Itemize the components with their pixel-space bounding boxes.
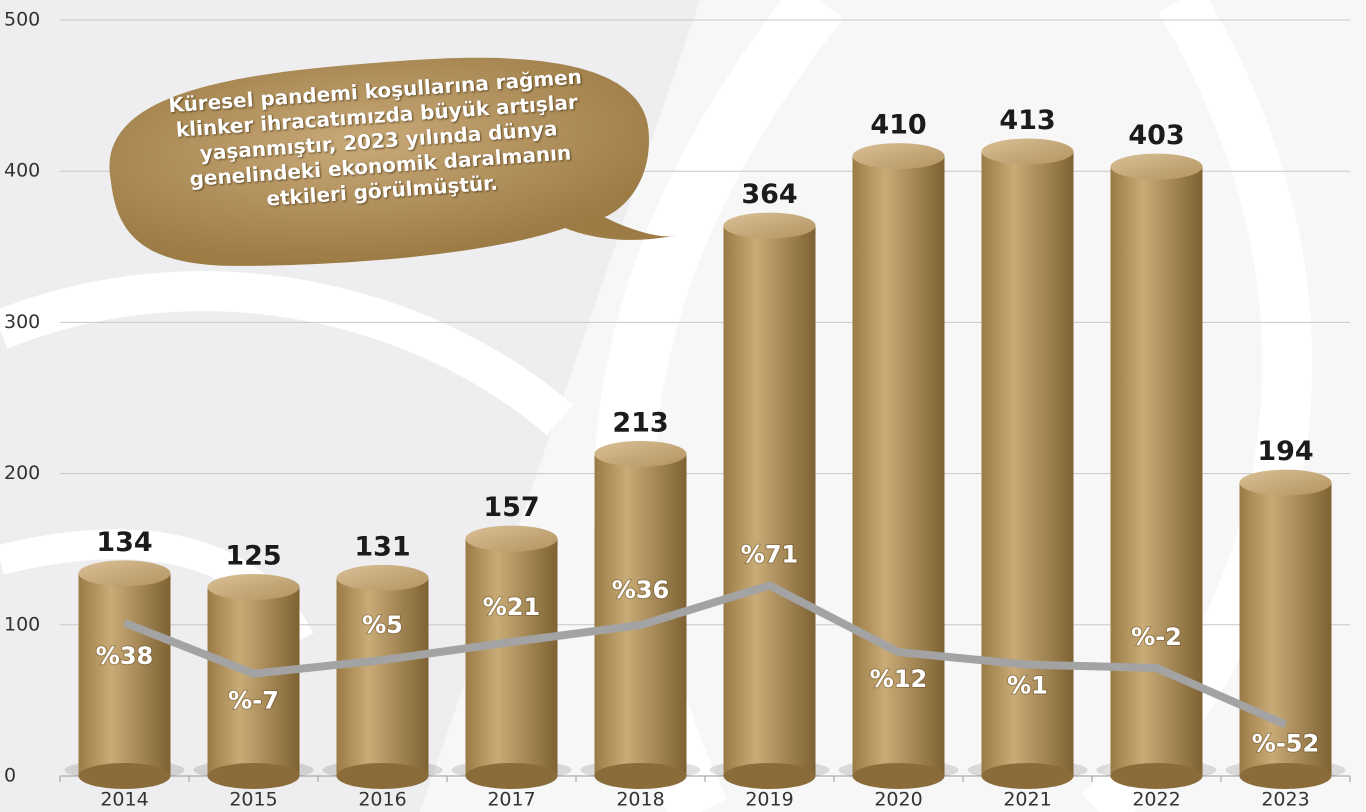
y-tick-label: 200 [4,462,40,484]
y-tick-label: 0 [4,765,16,787]
callout-box: Küresel pandemi koşullarına rağmen klink… [168,64,583,210]
bar-cap [981,138,1074,165]
x-tick-label: 2023 [1261,789,1309,811]
value-label: 134 [96,527,152,558]
value-label: 194 [1257,436,1313,467]
x-tick-label: 2022 [1132,789,1180,811]
value-label: 157 [483,492,539,523]
bar [336,577,429,776]
x-tick-label: 2019 [745,789,793,811]
x-tick-label: 2018 [616,789,664,811]
bar [207,587,300,776]
line-value-label: %12 [870,665,927,693]
bar-base [852,763,945,789]
bar [981,151,1074,776]
bar [723,225,816,776]
bar-cap [723,212,816,239]
callout: Küresel pandemi koşullarına rağmen klink… [109,57,676,266]
line-value-label: %71 [741,540,798,568]
line-value-label: %-7 [228,687,279,715]
y-tick-label: 400 [4,160,40,182]
bar-base [1239,763,1332,789]
bar-base [723,763,816,789]
line-value-label: %36 [612,576,669,604]
bar-cap [594,440,687,467]
x-tick-label: 2017 [487,789,535,811]
bar-cap [852,143,945,170]
x-tick-label: 2015 [229,789,277,811]
bar-base [1110,763,1203,789]
line-value-label: %21 [483,593,540,621]
value-label: 413 [999,105,1055,136]
callout-bubble [109,57,676,266]
bar-cap [78,560,171,587]
bar [1239,482,1332,776]
bar [852,156,945,776]
line-value-label: %38 [96,642,153,670]
value-label: 131 [354,531,410,562]
bar-base [78,763,171,789]
line-value-label: %-2 [1131,623,1182,651]
plot: 0 100 200 300 400 500 2014 2015 2016 2017 2018 2019… [4,9,1351,811]
bar [78,573,171,776]
bar-base [465,763,558,789]
value-label: 364 [741,179,797,210]
x-tick-label: 2014 [100,789,148,811]
bar [465,538,558,776]
bar-cap [465,525,558,552]
line-value-label: %1 [1007,672,1048,700]
x-tick-label: 2016 [358,789,406,811]
bar-base [594,763,687,789]
bar-base [981,763,1074,789]
bar-cap [1110,153,1203,180]
bar-base [207,763,300,789]
bar-cap [207,574,300,600]
value-label: 403 [1128,120,1184,151]
x-tick-label: 2020 [874,789,922,811]
y-tick-label: 500 [4,9,40,31]
bar-cap [336,564,429,591]
value-label: 125 [225,541,281,572]
y-tick-label: 300 [4,311,40,333]
line-value-label: %-52 [1252,730,1319,758]
line [123,581,1288,729]
bar-base [336,763,429,789]
y-tick-label: 100 [4,613,40,635]
line-value-label: %5 [362,611,403,639]
value-label: 410 [870,110,926,141]
x-tick-label: 2021 [1003,789,1051,811]
value-label: 213 [612,407,668,438]
bar-cap [1239,469,1332,496]
bar [1110,166,1203,776]
